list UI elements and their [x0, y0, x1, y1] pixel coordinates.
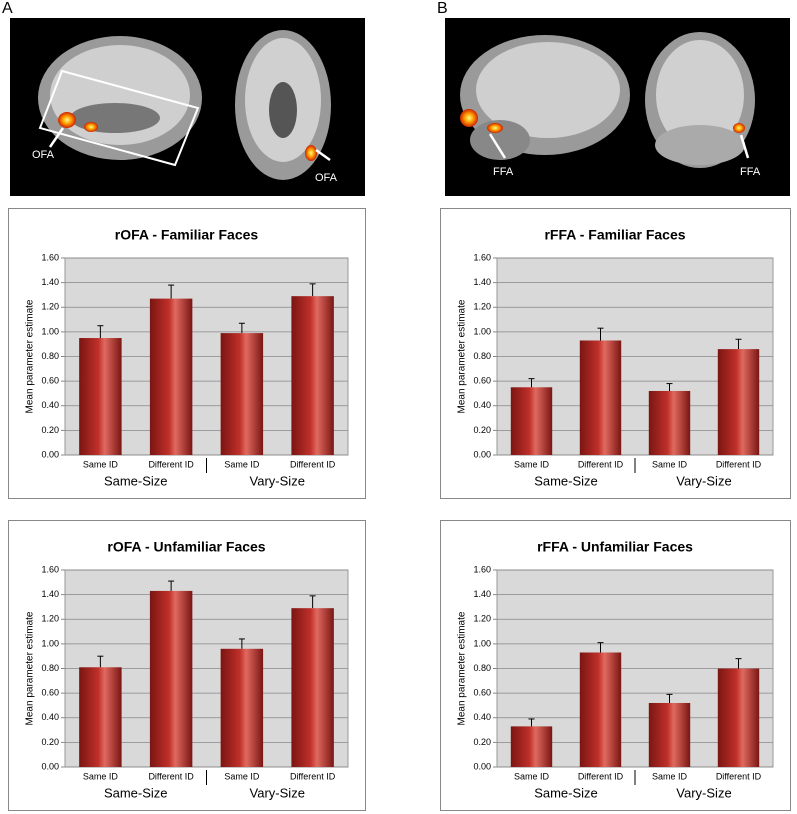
x-tick-label: Same ID — [652, 459, 688, 469]
group-label: Vary-Size — [250, 473, 305, 488]
y-tick-label: 0.80 — [473, 351, 491, 361]
bar — [648, 390, 691, 455]
y-axis-label: Mean parameter estimate — [457, 299, 468, 413]
y-tick-label: 1.00 — [473, 326, 491, 336]
bar — [717, 668, 760, 767]
y-tick-label: 1.60 — [473, 252, 491, 262]
y-tick-label: 1.60 — [41, 252, 59, 262]
y-tick-label: 0.60 — [41, 688, 59, 698]
chart-title: rOFA - Unfamiliar Faces — [107, 539, 265, 555]
y-axis-label: Mean parameter estimate — [25, 299, 36, 413]
x-tick-label: Different ID — [290, 459, 336, 469]
region-label: FFA — [493, 166, 514, 178]
y-tick-label: 1.20 — [41, 614, 59, 624]
x-tick-label: Same ID — [83, 771, 119, 781]
bar — [510, 726, 553, 767]
y-tick-label: 1.40 — [473, 277, 491, 287]
region-label: FFA — [740, 166, 761, 178]
bar — [149, 298, 193, 455]
y-tick-label: 0.40 — [41, 400, 59, 410]
bar — [291, 608, 334, 767]
y-tick-label: 0.20 — [473, 425, 491, 435]
panel-label: A — [2, 0, 13, 17]
y-tick-label: 1.20 — [41, 302, 59, 312]
bar — [510, 387, 553, 455]
y-tick-label: 0.60 — [473, 688, 491, 698]
y-tick-label: 0.00 — [473, 449, 491, 459]
y-tick-label: 0.80 — [473, 663, 491, 673]
chart-title: rFFA - Unfamiliar Faces — [537, 539, 693, 555]
y-axis-label: Mean parameter estimate — [25, 611, 36, 725]
group-label: Same-Size — [534, 785, 598, 800]
group-label: Same-Size — [534, 473, 598, 488]
y-tick-label: 0.60 — [41, 376, 59, 386]
y-tick-label: 0.40 — [41, 712, 59, 722]
bar — [291, 296, 334, 455]
x-tick-label: Same ID — [514, 459, 550, 469]
bar — [220, 333, 264, 455]
chart-title: rFFA - Familiar Faces — [544, 227, 685, 243]
x-tick-label: Same ID — [83, 459, 119, 469]
y-tick-label: 0.20 — [473, 737, 491, 747]
x-tick-label: Different ID — [716, 771, 762, 781]
y-tick-label: 0.20 — [41, 737, 59, 747]
bar — [579, 652, 622, 767]
x-tick-label: Different ID — [148, 771, 194, 781]
bar — [717, 349, 760, 455]
brain-image-b: FFA FFA — [445, 18, 790, 196]
y-tick-label: 1.40 — [41, 589, 59, 599]
x-tick-label: Same ID — [224, 771, 260, 781]
brain-image-a: OFA OFA — [10, 18, 365, 196]
y-tick-label: 1.00 — [473, 638, 491, 648]
y-tick-label: 1.00 — [41, 638, 59, 648]
y-tick-label: 1.40 — [473, 589, 491, 599]
y-tick-label: 0.40 — [473, 712, 491, 722]
y-tick-label: 1.60 — [473, 564, 491, 574]
group-label: Same-Size — [104, 473, 168, 488]
x-tick-label: Same ID — [652, 771, 688, 781]
x-tick-label: Different ID — [290, 771, 336, 781]
x-tick-label: Same ID — [224, 459, 260, 469]
y-tick-label: 0.80 — [41, 663, 59, 673]
y-tick-label: 0.00 — [41, 761, 59, 771]
bar — [79, 338, 122, 455]
region-label: OFA — [32, 149, 55, 161]
panel-label: B — [437, 0, 448, 17]
region-label: OFA — [315, 172, 338, 184]
y-tick-label: 1.60 — [41, 564, 59, 574]
y-tick-label: 1.20 — [473, 302, 491, 312]
x-tick-label: Different ID — [716, 459, 762, 469]
y-tick-label: 0.00 — [473, 761, 491, 771]
x-tick-label: Different ID — [578, 459, 624, 469]
x-tick-label: Same ID — [514, 771, 550, 781]
bar — [648, 702, 691, 767]
y-axis-label: Mean parameter estimate — [457, 611, 468, 725]
group-label: Vary-Size — [676, 785, 731, 800]
y-tick-label: 0.20 — [41, 425, 59, 435]
x-tick-label: Different ID — [148, 459, 194, 469]
chart-title: rOFA - Familiar Faces — [115, 227, 259, 243]
y-tick-label: 0.00 — [41, 449, 59, 459]
bar — [149, 590, 193, 767]
y-tick-label: 0.60 — [473, 376, 491, 386]
group-label: Vary-Size — [676, 473, 731, 488]
y-tick-label: 1.20 — [473, 614, 491, 624]
x-tick-label: Different ID — [578, 771, 624, 781]
group-label: Vary-Size — [250, 785, 305, 800]
y-tick-label: 1.40 — [41, 277, 59, 287]
group-label: Same-Size — [104, 785, 168, 800]
y-tick-label: 0.40 — [473, 400, 491, 410]
y-tick-label: 0.80 — [41, 351, 59, 361]
bar — [220, 648, 264, 767]
bar — [79, 667, 122, 767]
y-tick-label: 1.00 — [41, 326, 59, 336]
bar — [579, 340, 622, 455]
